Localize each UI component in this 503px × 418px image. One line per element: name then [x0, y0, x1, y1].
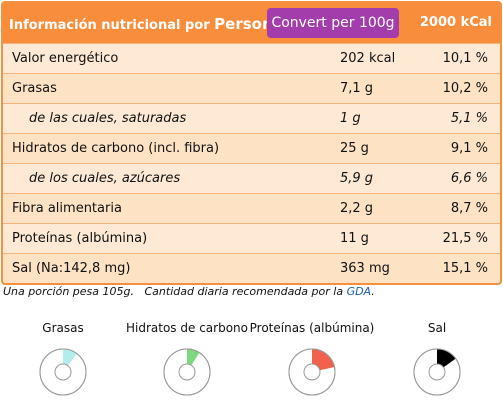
cell-percent: 10,2 % — [442, 81, 488, 96]
table-row: Proteínas (albúmina) 11 g 21,5 % — [3, 223, 500, 253]
table-row: de los cuales, azúcares 5,9 g 6,6 % — [3, 163, 500, 193]
cell-amount: 5,9 g — [340, 171, 374, 186]
cell-label: Sal (Na:142,8 mg) — [12, 261, 131, 276]
cell-amount: 202 kcal — [340, 51, 396, 66]
gauge-label: Grasas — [42, 321, 83, 335]
cell-percent: 21,5 % — [442, 231, 488, 246]
cell-label: de las cuales, saturadas — [29, 111, 187, 126]
gauge-outline — [413, 348, 461, 396]
gauge-hole — [303, 363, 321, 381]
convert-button[interactable]: Convert per 100g — [267, 8, 399, 38]
table-row: Fibra alimentaria 2,2 g 8,7 % — [3, 193, 500, 223]
cell-percent: 6,6 % — [450, 171, 488, 186]
portion: Person — [214, 15, 273, 33]
cell-label: de los cuales, azúcares — [29, 171, 181, 186]
gauge-hole — [54, 363, 72, 381]
cell-label: Proteínas (albúmina) — [12, 231, 148, 246]
gauge-outline — [163, 348, 211, 396]
gda-note: Cantidad diaria recomendada por la — [144, 285, 344, 298]
cell-label: Valor energético — [12, 51, 119, 66]
gda-link[interactable]: GDA — [346, 285, 372, 298]
gauge-hole — [178, 363, 196, 381]
cell-percent: 5,1 % — [450, 111, 488, 126]
footer-end: . — [371, 285, 375, 298]
gauge-hole — [428, 363, 446, 381]
gauge-label: Sal — [428, 321, 446, 335]
gauge-label: Proteínas (albúmina) — [250, 321, 375, 335]
gauges: Grasas Hidratos de carbono Proteínas (albú… — [39, 321, 461, 396]
cell-amount: 363 mg — [340, 261, 390, 276]
cell-percent: 9,1 % — [450, 141, 488, 156]
cell-label: Hidratos de carbono (incl. fibra) — [12, 141, 220, 156]
table-header: Información nutricional por Person Conve… — [3, 3, 500, 43]
cell-amount: 7,1 g — [340, 81, 374, 96]
cell-amount: 1 g — [340, 111, 361, 126]
table-row: Sal (Na:142,8 mg) 363 mg 15,1 % — [3, 253, 500, 283]
cell-amount: 2,2 g — [340, 201, 374, 216]
nutrition-table: Información nutricional por Person Conve… — [1, 1, 502, 285]
table-row: Grasas 7,1 g 10,2 % — [3, 73, 500, 103]
portion-note: Una porción pesa 105g. — [3, 285, 134, 298]
gauge-outline — [39, 348, 87, 396]
gauge-outline — [288, 348, 336, 396]
reference: 2000 kCal — [419, 15, 492, 30]
cell-label: Grasas — [12, 81, 57, 96]
cell-amount: 25 g — [340, 141, 369, 156]
table-row: Hidratos de carbono (incl. fibra) 25 g 9,1… — [3, 133, 500, 163]
table-row: de las cuales, saturadas 1 g 5,1 % — [3, 103, 500, 133]
footer: Una porción pesa 105g. Cantidad diaria r… — [3, 285, 375, 298]
title-text: Información nutricional por — [9, 18, 210, 33]
table-row: Valor energético 202 kcal 10,1 % — [3, 43, 500, 73]
header-title: Información nutricional por Person — [9, 15, 273, 33]
cell-amount: 11 g — [340, 231, 369, 246]
gauge-label: Hidratos de carbono — [126, 321, 248, 335]
cell-percent: 15,1 % — [442, 261, 488, 276]
cell-label: Fibra alimentaria — [12, 201, 122, 216]
cell-percent: 8,7 % — [450, 201, 488, 216]
cell-percent: 10,1 % — [442, 51, 488, 66]
rows: Valor energético 202 kcal 10,1 % Grasas 7,1 … — [3, 43, 500, 283]
